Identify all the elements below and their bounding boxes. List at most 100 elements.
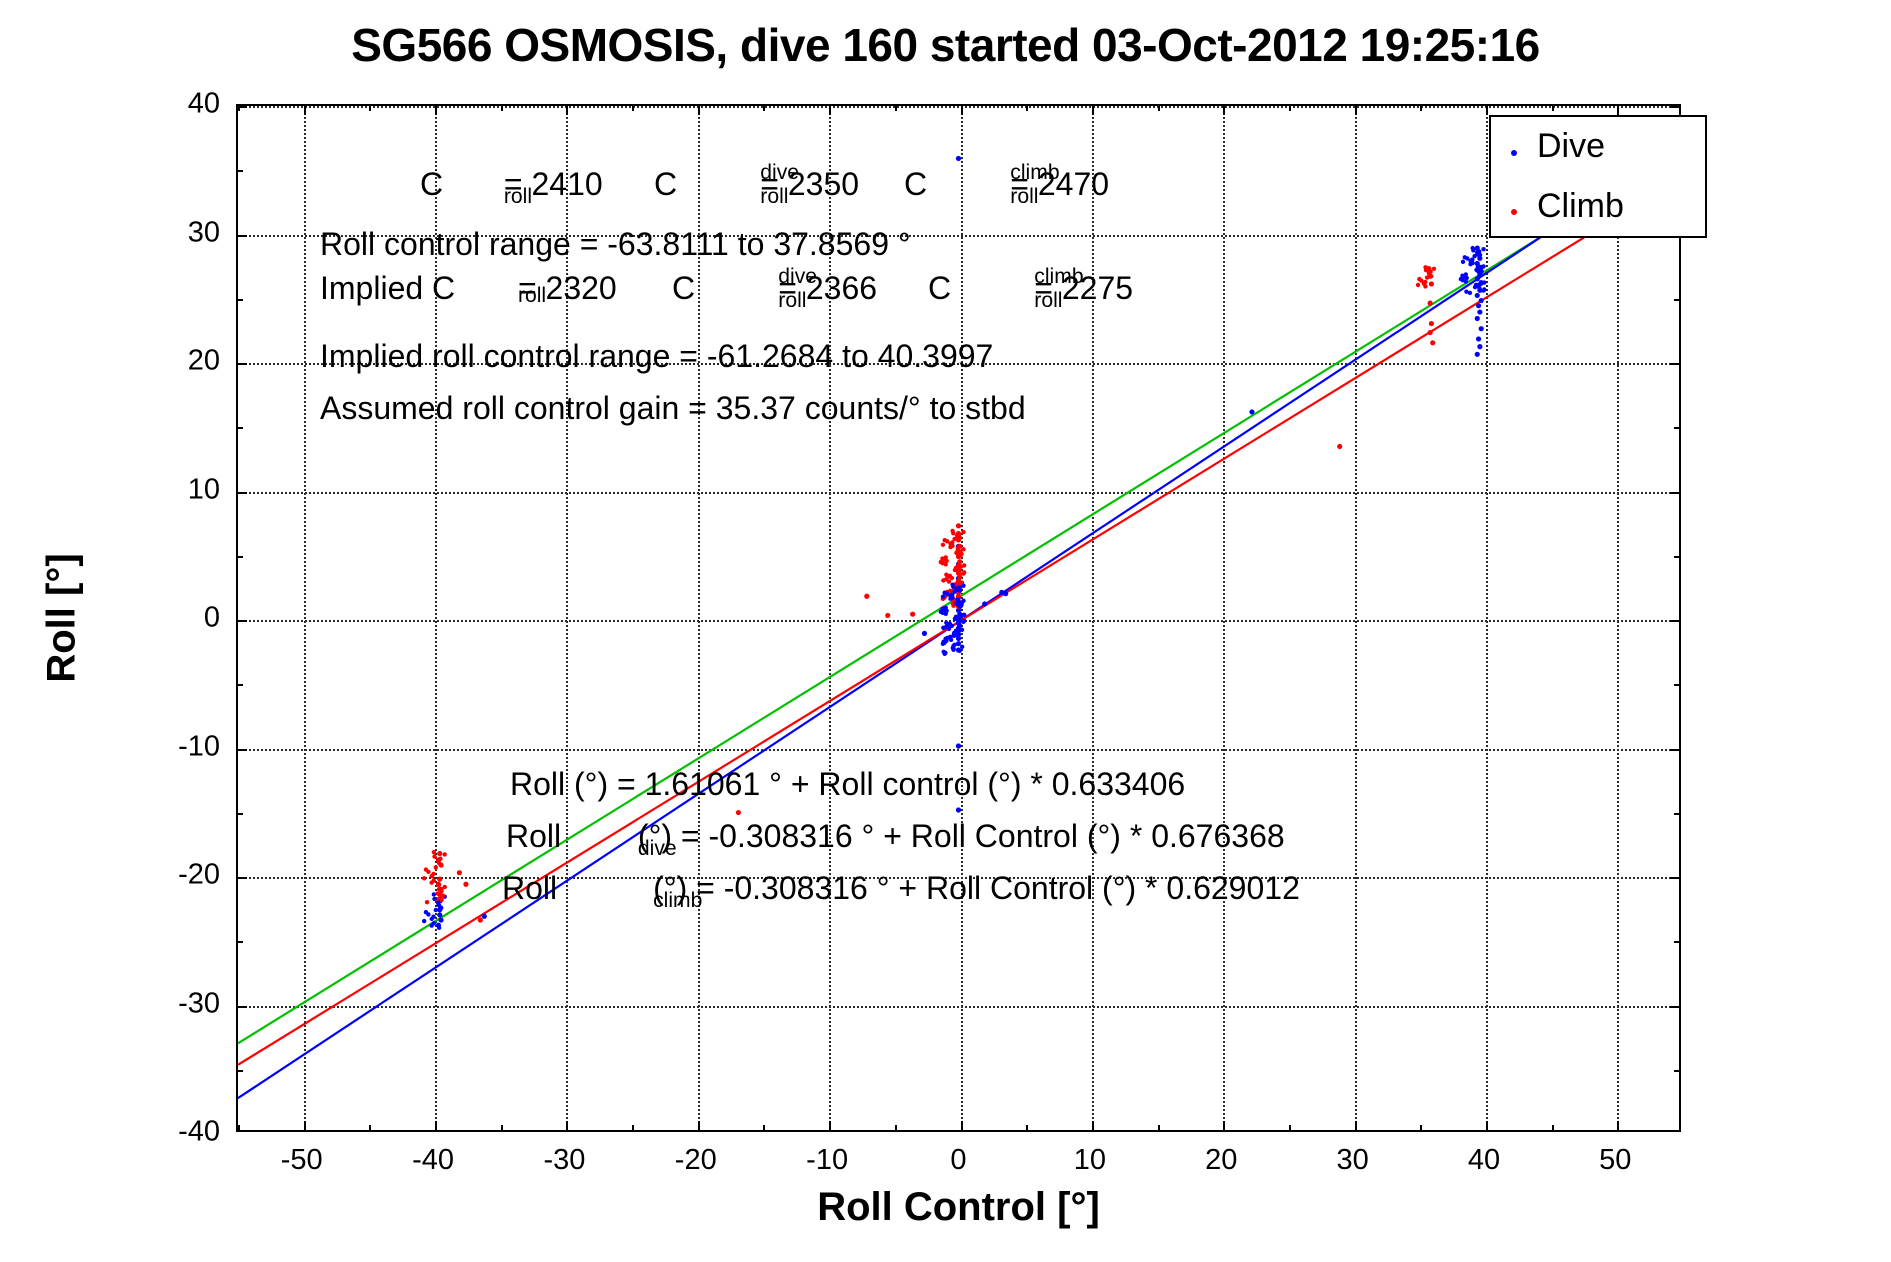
x-tick-label: 50	[1599, 1144, 1632, 1176]
dive-marker-icon	[1491, 134, 1537, 160]
x-axis-label: Roll Control [°]	[817, 1185, 1100, 1229]
y-tick-label: 0	[203, 601, 220, 634]
x-axis-minor-tick	[1551, 1125, 1554, 1130]
y-axis-tick	[238, 491, 247, 494]
x-axis-minor-tick	[500, 106, 503, 111]
x-axis-tick	[1485, 106, 1488, 115]
legend[interactable]: Dive Climb	[1489, 115, 1707, 238]
y-axis-tick	[1670, 1005, 1679, 1008]
x-axis-tick	[1223, 106, 1226, 115]
x-axis-tick	[960, 106, 963, 115]
y-axis-tick	[1670, 106, 1679, 108]
equation-roll-all: Roll (°) = 1.61061 ° + Roll control (°) …	[510, 768, 1185, 800]
y-axis-tick	[238, 1005, 247, 1008]
x-axis-tick	[1617, 106, 1620, 115]
gridline-horizontal	[238, 1005, 1679, 1008]
y-tick-label: 30	[187, 216, 220, 248]
y-tick-label: 40	[187, 87, 220, 120]
x-tick-label: -10	[806, 1144, 849, 1176]
y-axis-tick	[238, 106, 247, 108]
y-axis-tick	[1670, 620, 1679, 622]
y-axis-minor-tick	[1674, 1069, 1679, 1072]
x-axis-tick	[1617, 1121, 1620, 1130]
x-axis-minor-tick	[1420, 106, 1423, 111]
y-axis-minor-tick	[238, 812, 243, 815]
gridline-vertical	[1091, 106, 1094, 1130]
x-axis-minor-tick	[632, 1125, 635, 1130]
x-tick-label: -20	[674, 1144, 717, 1176]
y-axis-minor-tick	[1674, 427, 1679, 430]
y-axis-minor-tick	[1674, 941, 1679, 944]
y-axis-tick	[238, 234, 247, 237]
gridline-horizontal	[238, 620, 1679, 622]
y-axis-label: Roll [°]	[39, 553, 84, 683]
x-axis-minor-tick	[1026, 106, 1029, 111]
x-axis-minor-tick	[1157, 106, 1160, 111]
legend-label-climb: Climb	[1537, 186, 1624, 225]
y-tick-label: 20	[187, 344, 220, 377]
x-axis-tick	[697, 106, 700, 115]
implied-c-roll-value: = 2320	[517, 270, 617, 306]
gridline-horizontal	[238, 748, 1679, 751]
equation-roll-dive: Roll dive (°) = -0.308316 ° + Roll Control…	[506, 818, 1285, 861]
y-tick-label: -20	[178, 858, 220, 891]
legend-label-dive: Dive	[1537, 127, 1606, 166]
x-tick-label: 20	[1205, 1144, 1238, 1176]
x-tick-label: -40	[412, 1144, 454, 1176]
y-axis-minor-tick	[1674, 555, 1679, 558]
equation-roll-climb-symbol: Roll climb	[502, 870, 703, 913]
y-tick-label: -10	[178, 730, 220, 762]
y-axis-minor-tick	[238, 427, 243, 430]
y-tick-label: -40	[178, 1115, 220, 1148]
x-axis-tick	[566, 1121, 569, 1130]
x-axis-minor-tick	[894, 106, 897, 111]
x-axis-tick	[566, 106, 569, 115]
gridline-vertical	[1223, 106, 1226, 1130]
x-tick-label: 40	[1467, 1144, 1501, 1176]
equation-roll-climb-rhs: = -0.308316 ° + Roll Control (°) * 0.629…	[696, 870, 1300, 906]
x-axis-tick	[1091, 106, 1094, 115]
x-axis-tick	[1354, 106, 1357, 115]
x-axis-tick	[1485, 1121, 1488, 1130]
scatter-cluster	[1458, 245, 1487, 296]
implied-c-roll-climb-value: = 2275	[1034, 270, 1134, 306]
equation-roll-all-lhs: Roll (°)	[510, 766, 609, 802]
x-axis-tick	[1223, 1121, 1226, 1130]
x-axis-tick	[303, 1121, 306, 1130]
equation-roll-all-rhs: = 1.61061 ° + Roll control (°) * 0.63340…	[617, 766, 1186, 802]
gridline-vertical	[1354, 106, 1357, 1130]
annotation-assumed-gain: Assumed roll control gain = 35.37 counts…	[320, 390, 1026, 426]
x-axis-minor-tick	[763, 1125, 766, 1130]
gridline-horizontal	[238, 491, 1679, 494]
equation-roll-dive-symbol: Roll dive	[506, 818, 677, 861]
scatter-cluster	[1415, 265, 1437, 289]
y-axis-minor-tick	[238, 941, 243, 944]
gridline-vertical	[303, 106, 306, 1130]
x-axis-tick	[435, 1121, 438, 1130]
x-axis-minor-tick	[894, 1125, 897, 1130]
y-axis-tick	[1670, 748, 1679, 751]
x-axis-minor-tick	[1157, 1125, 1160, 1130]
x-axis-tick	[1354, 1121, 1357, 1130]
legend-item-climb[interactable]: Climb	[1491, 177, 1705, 237]
y-axis-minor-tick	[1674, 812, 1679, 815]
implied-c-roll-dive-value: = 2366	[778, 270, 878, 306]
x-axis-tick	[303, 106, 306, 115]
y-tick-label: -30	[178, 987, 220, 1019]
y-axis-tick	[238, 877, 247, 879]
annotation-roll-control-range: Roll control range = -63.8111 to 37.8569…	[320, 226, 911, 262]
gridline-vertical	[1617, 106, 1620, 1130]
x-axis-tick	[829, 106, 832, 115]
x-tick-label: -50	[280, 1144, 323, 1176]
legend-item-dive[interactable]: Dive	[1491, 117, 1705, 177]
